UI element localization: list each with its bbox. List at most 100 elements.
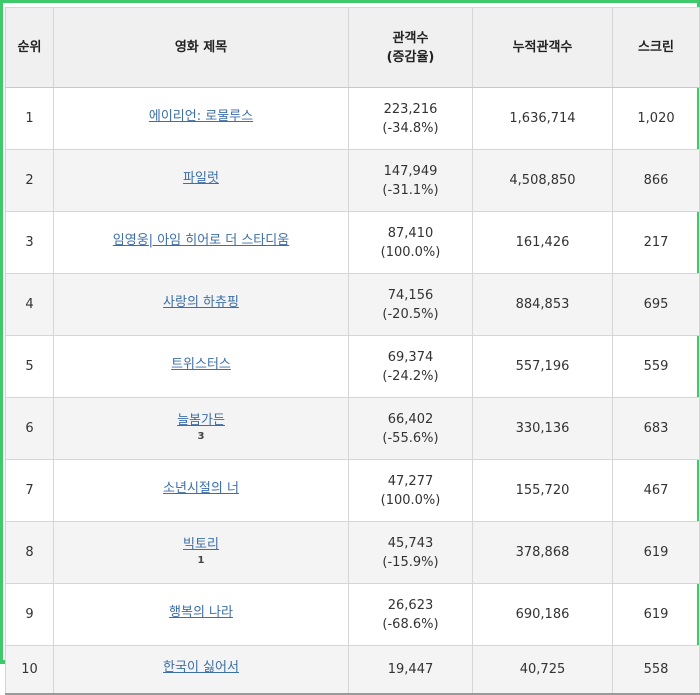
- rank-cell: 6: [5, 397, 54, 460]
- table-row: 10 한국이 싫어서 19,447 40,725 558: [5, 645, 700, 695]
- rank-cell: 5: [5, 335, 54, 398]
- box-office-table: 순위 영화 제목 관객수 (증감율) 누적관객수 스크린 1 에이리언: 로물루스…: [5, 7, 700, 695]
- title-cell: 한국이 싫어서: [53, 645, 349, 695]
- cumulative-cell: 884,853: [472, 273, 613, 336]
- audience-value: 47,277: [387, 473, 434, 489]
- header-cumulative: 누적관객수: [472, 7, 613, 88]
- rank-cell: 8: [5, 521, 54, 584]
- rank-cell: 10: [5, 645, 54, 695]
- audience-value: 45,743: [387, 535, 434, 551]
- header-audience: 관객수 (증감율): [348, 7, 473, 88]
- audience-change: (-34.8%): [382, 120, 439, 136]
- movie-title-link[interactable]: 빅토리: [183, 536, 219, 552]
- audience-value: 19,447: [387, 662, 434, 677]
- table-row: 3 임영웅| 아임 히어로 더 스타디움 87,410 (100.0%) 161,426…: [5, 211, 700, 274]
- screens-cell: 619: [612, 583, 700, 646]
- screens-cell: 695: [612, 273, 700, 336]
- table-row: 6 늘봄가든 3 66,402 (-55.6%) 330,136 683: [5, 397, 700, 460]
- audience-value: 74,156: [387, 287, 434, 303]
- audience-change: (-55.6%): [382, 430, 439, 446]
- header-title: 영화 제목: [53, 7, 349, 88]
- header-row: 순위 영화 제목 관객수 (증감율) 누적관객수 스크린: [5, 7, 700, 88]
- audience-value: 26,623: [387, 597, 434, 613]
- audience-cell: 69,374 (-24.2%): [348, 335, 473, 398]
- cumulative-cell: 4,508,850: [472, 149, 613, 212]
- audience-change: (100.0%): [380, 492, 441, 508]
- audience-value: 87,410: [387, 225, 434, 241]
- table-row: 8 빅토리 1 45,743 (-15.9%) 378,868 619: [5, 521, 700, 584]
- rank-cell: 9: [5, 583, 54, 646]
- movie-title-link[interactable]: 사랑의 하츄핑: [163, 295, 239, 310]
- title-cell: 에이리언: 로물루스: [53, 87, 349, 150]
- title-cell: 빅토리 1: [53, 521, 349, 584]
- screens-cell: 558: [612, 645, 700, 695]
- cumulative-cell: 40,725: [472, 645, 613, 695]
- table-row: 1 에이리언: 로물루스 223,216 (-34.8%) 1,636,714 1,020: [5, 87, 700, 150]
- movie-title-link[interactable]: 트위스터스: [171, 357, 231, 372]
- rank-cell: 3: [5, 211, 54, 274]
- screens-cell: 619: [612, 521, 700, 584]
- cumulative-cell: 557,196: [472, 335, 613, 398]
- audience-change: (-24.2%): [382, 368, 439, 384]
- audience-cell: 47,277 (100.0%): [348, 459, 473, 522]
- audience-value: 147,949: [383, 163, 438, 179]
- audience-change: (100.0%): [380, 244, 441, 260]
- cumulative-cell: 330,136: [472, 397, 613, 460]
- cumulative-cell: 1,636,714: [472, 87, 613, 150]
- title-cell: 늘봄가든 3: [53, 397, 349, 460]
- cumulative-cell: 155,720: [472, 459, 613, 522]
- audience-change: (-20.5%): [382, 306, 439, 322]
- screens-cell: 559: [612, 335, 700, 398]
- audience-cell: 87,410 (100.0%): [348, 211, 473, 274]
- table-row: 2 파일럿 147,949 (-31.1%) 4,508,850 866: [5, 149, 700, 212]
- table-row: 5 트위스터스 69,374 (-24.2%) 557,196 559: [5, 335, 700, 398]
- screens-cell: 866: [612, 149, 700, 212]
- audience-cell: 26,623 (-68.6%): [348, 583, 473, 646]
- title-cell: 임영웅| 아임 히어로 더 스타디움: [53, 211, 349, 274]
- table-row: 4 사랑의 하츄핑 74,156 (-20.5%) 884,853 695: [5, 273, 700, 336]
- screens-cell: 683: [612, 397, 700, 460]
- audience-cell: 45,743 (-15.9%): [348, 521, 473, 584]
- audience-cell: 19,447: [348, 645, 473, 695]
- audience-cell: 66,402 (-55.6%): [348, 397, 473, 460]
- movie-title-link[interactable]: 소년시절의 너: [163, 481, 239, 496]
- audience-value: 69,374: [387, 349, 434, 365]
- audience-cell: 223,216 (-34.8%): [348, 87, 473, 150]
- rank-change-note: 1: [197, 554, 205, 566]
- rank-cell: 1: [5, 87, 54, 150]
- title-cell: 소년시절의 너: [53, 459, 349, 522]
- screens-cell: 467: [612, 459, 700, 522]
- table-body: 1 에이리언: 로물루스 223,216 (-34.8%) 1,636,714 1,020…: [5, 87, 700, 695]
- rank-cell: 2: [5, 149, 54, 212]
- screens-cell: 217: [612, 211, 700, 274]
- movie-title-link[interactable]: 한국이 싫어서: [163, 660, 239, 675]
- cumulative-cell: 161,426: [472, 211, 613, 274]
- table-row: 7 소년시절의 너 47,277 (100.0%) 155,720 467: [5, 459, 700, 522]
- audience-cell: 147,949 (-31.1%): [348, 149, 473, 212]
- audience-change: (-68.6%): [382, 616, 439, 632]
- audience-cell: 74,156 (-20.5%): [348, 273, 473, 336]
- rank-cell: 7: [5, 459, 54, 522]
- movie-title-link[interactable]: 파일럿: [183, 171, 219, 186]
- header-audience-label: 관객수: [392, 30, 429, 46]
- header-audience-sub: (증감율): [386, 49, 435, 65]
- audience-value: 223,216: [383, 101, 438, 117]
- audience-value: 66,402: [387, 411, 434, 427]
- title-cell: 사랑의 하츄핑: [53, 273, 349, 336]
- header-screens: 스크린: [612, 7, 700, 88]
- audience-change: (-31.1%): [382, 182, 439, 198]
- title-cell: 파일럿: [53, 149, 349, 212]
- screens-cell: 1,020: [612, 87, 700, 150]
- cumulative-cell: 378,868: [472, 521, 613, 584]
- movie-title-link[interactable]: 에이리언: 로물루스: [148, 109, 254, 124]
- header-rank: 순위: [5, 7, 54, 88]
- title-cell: 트위스터스: [53, 335, 349, 398]
- title-cell: 행복의 나라: [53, 583, 349, 646]
- rank-cell: 4: [5, 273, 54, 336]
- audience-change: (-15.9%): [382, 554, 439, 570]
- movie-title-link[interactable]: 임영웅| 아임 히어로 더 스타디움: [112, 233, 290, 248]
- movie-title-link[interactable]: 행복의 나라: [169, 605, 233, 620]
- movie-title-link[interactable]: 늘봄가든: [177, 412, 225, 428]
- cumulative-cell: 690,186: [472, 583, 613, 646]
